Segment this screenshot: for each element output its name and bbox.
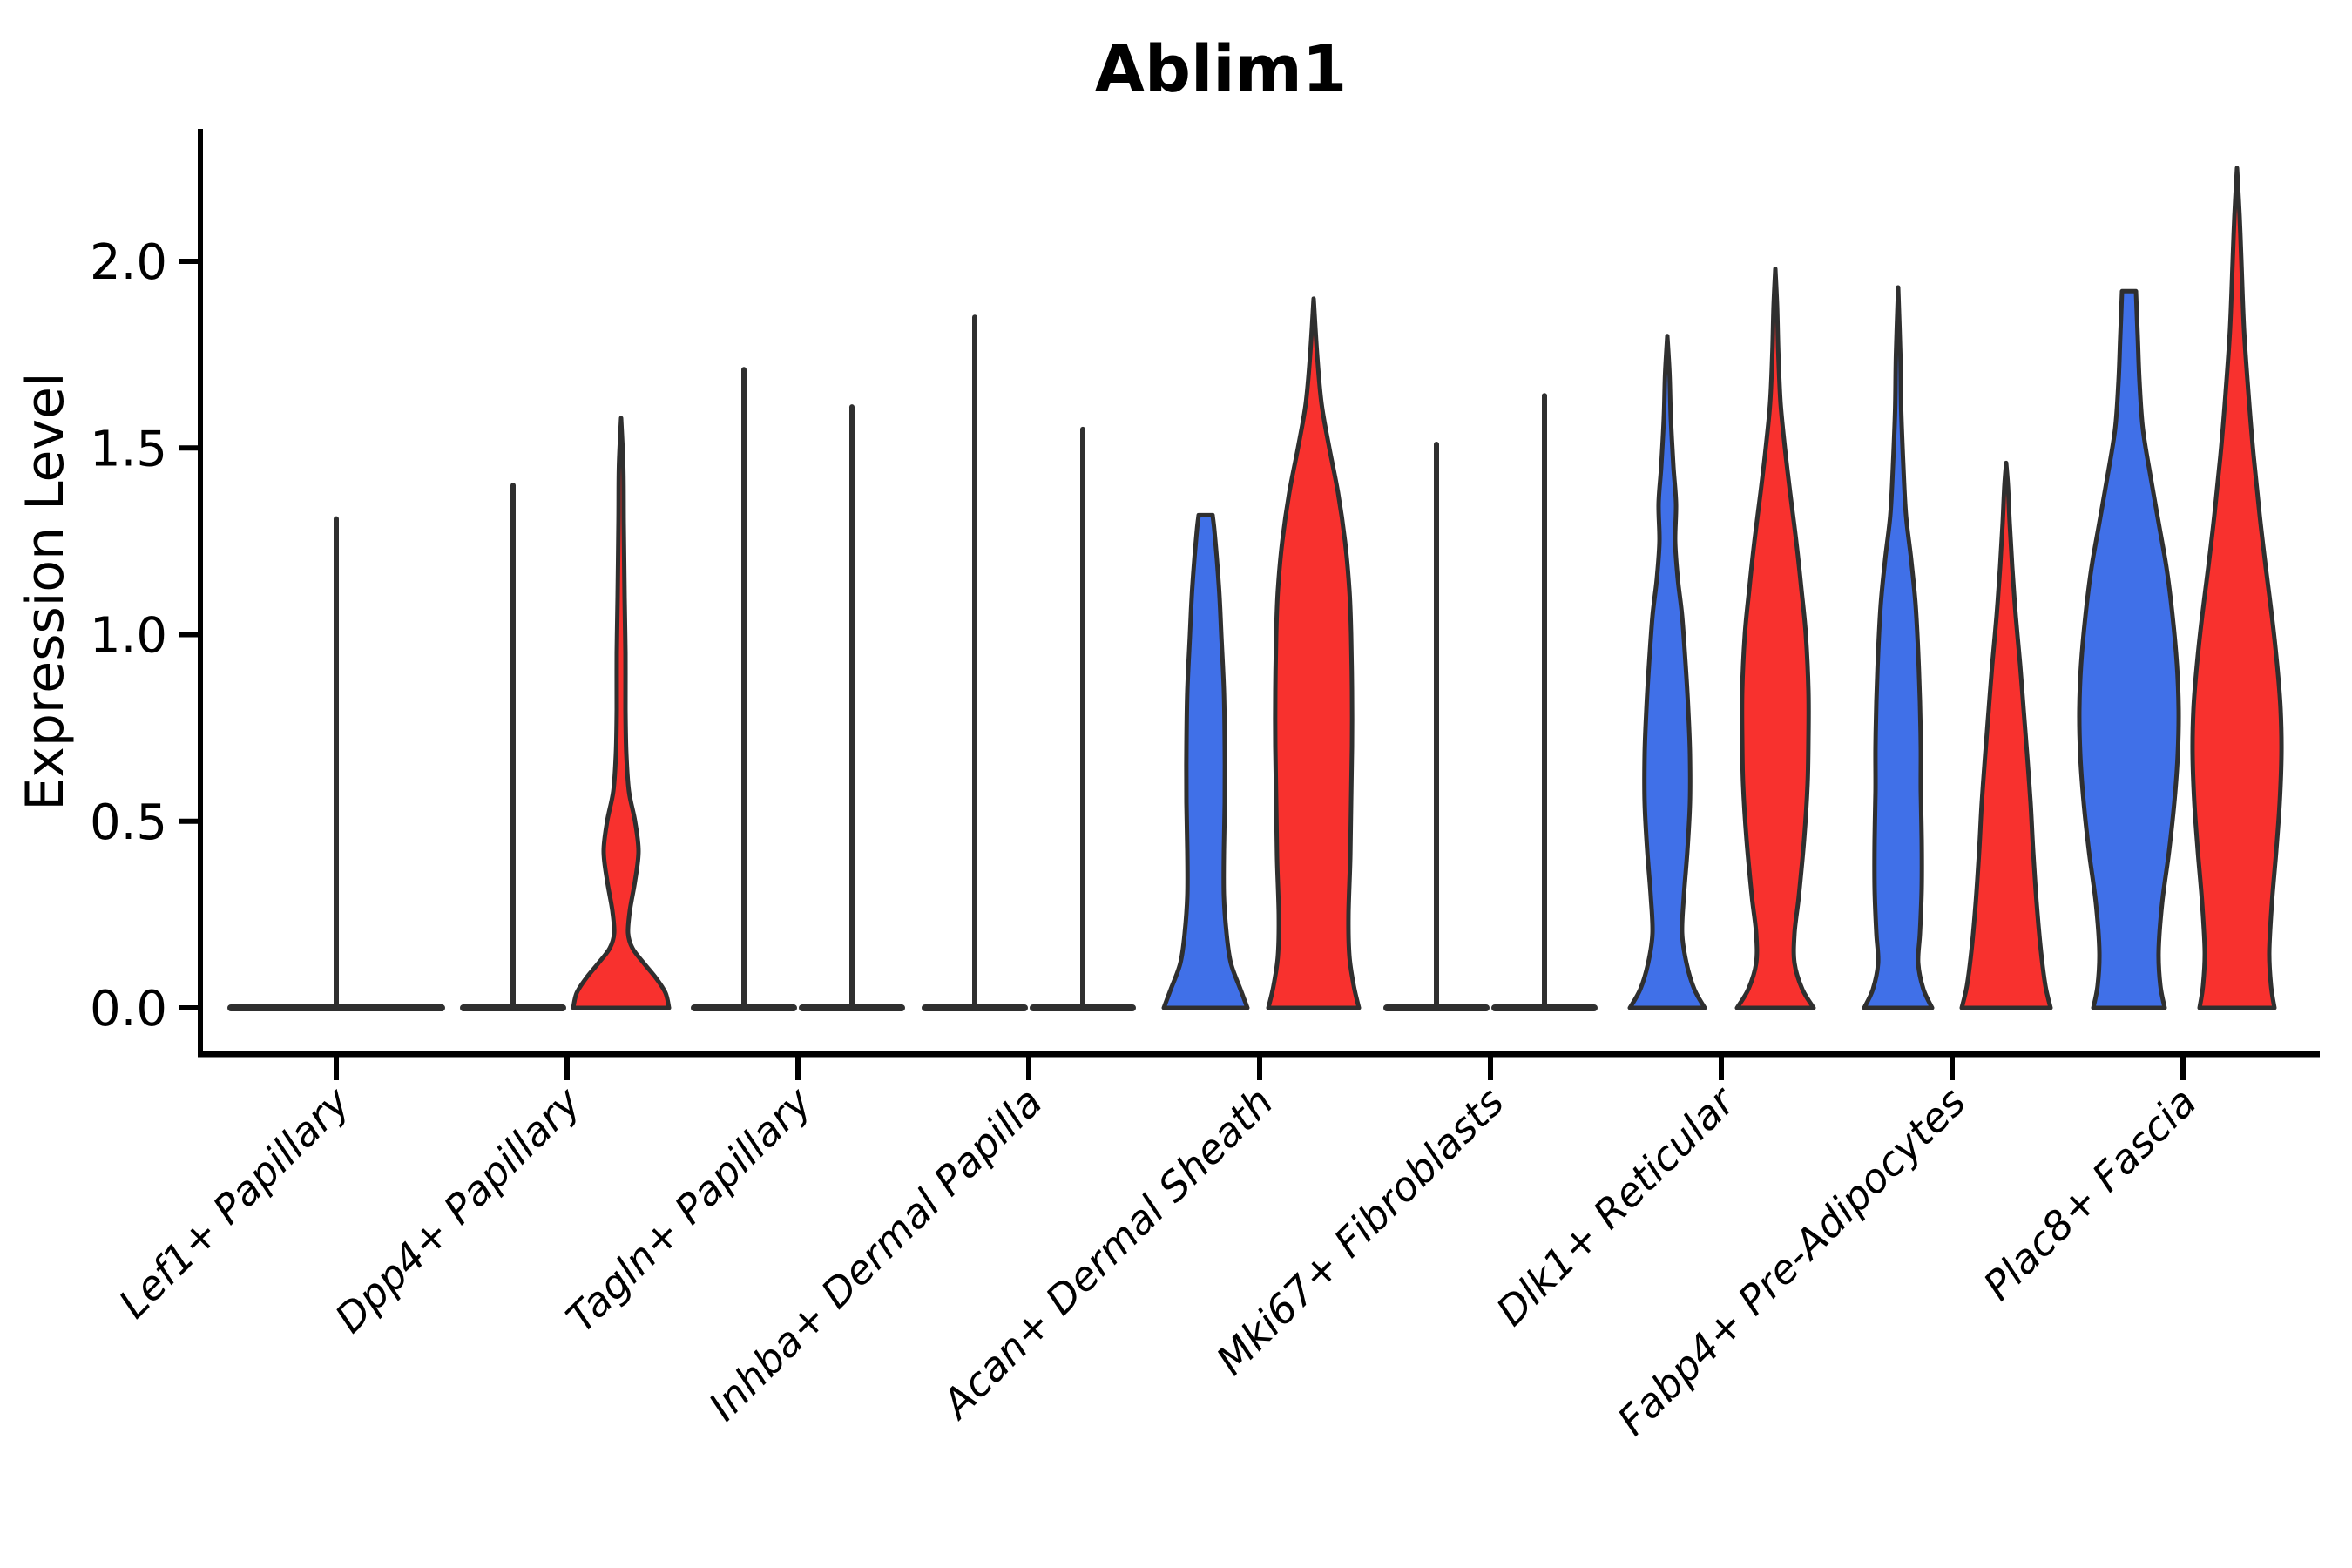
y-tick-label: 1.5 xyxy=(90,421,167,477)
y-tick-label: 2.0 xyxy=(90,234,167,291)
x-tick-label: Lef1+ Papillary xyxy=(110,1078,359,1327)
y-axis-label: Expression Level xyxy=(15,372,76,810)
violin-body-6-g2 xyxy=(1734,267,1816,1010)
y-tick-label: 0.0 xyxy=(90,981,167,1037)
figure-title: Ablim1 xyxy=(1095,32,1348,107)
x-tick-label: Dpp4+ Papillary xyxy=(326,1078,590,1342)
x-tick-label: Dlk1+ Reticular xyxy=(1487,1076,1746,1335)
violin-body-6-g1 xyxy=(1627,334,1707,1010)
y-tick-label: 0.5 xyxy=(90,794,167,851)
violin-body-4-g1 xyxy=(1161,512,1250,1010)
y-tick-label: 1.0 xyxy=(90,608,167,665)
violin-body-1-g2 xyxy=(571,416,672,1010)
x-tick-label: Plac8+ Fascia xyxy=(1974,1078,2205,1309)
axes xyxy=(179,129,2320,1080)
violin-body-8-g2 xyxy=(2190,166,2284,1010)
violin-body-8-g1 xyxy=(2077,288,2181,1010)
violin-body-7-g2 xyxy=(1959,460,2053,1010)
violins-layer xyxy=(227,166,2284,1011)
violin-body-4-g2 xyxy=(1266,296,1362,1010)
violin-body-7-g1 xyxy=(1862,285,1935,1010)
x-tick-label: Tagln+ Papillary xyxy=(557,1078,821,1342)
